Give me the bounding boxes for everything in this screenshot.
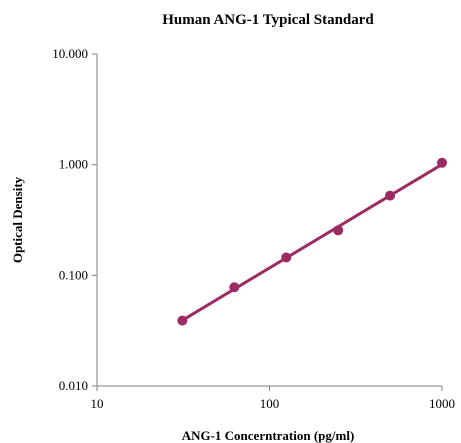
x-tick-label: 10 [91,396,104,411]
y-tick-label: 0.010 [59,378,88,393]
y-axis-label: Optical Density [10,176,25,263]
data-point [229,282,240,293]
y-tick-label: 10.000 [52,46,88,61]
data-point [333,225,344,236]
y-tick-label: 1.000 [59,157,88,172]
ticks: 0.010 0.100 1.000 10.000 10 100 1000 [52,46,455,411]
data-point [281,252,292,263]
trendline [181,163,443,322]
x-tick-label: 1000 [429,396,455,411]
data-point [385,190,396,201]
data-point [437,157,447,168]
series-group [177,157,447,326]
x-axis-label: ANG-1 Concerntration (pg/ml) [182,428,355,443]
x-tick-label: 100 [260,396,280,411]
chart-title: Human ANG-1 Typical Standard [162,12,374,28]
y-tick-label: 0.100 [59,267,88,282]
data-point [177,315,188,326]
